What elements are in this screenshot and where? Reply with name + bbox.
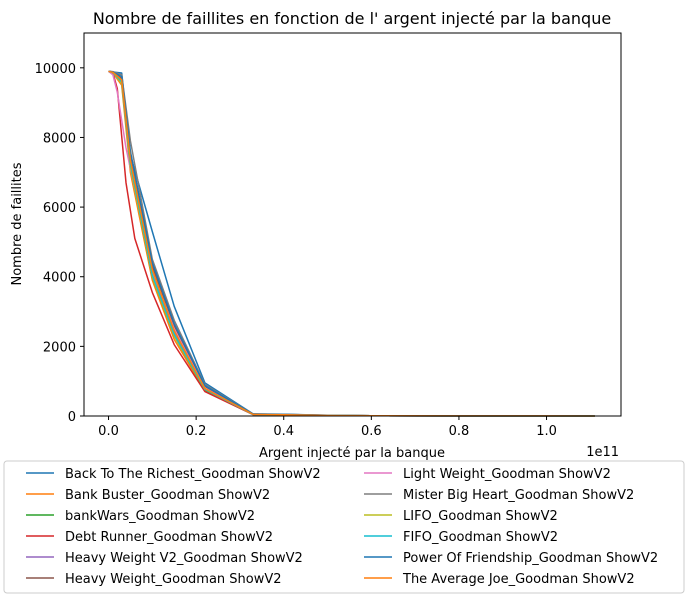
series-line-5 <box>108 70 595 417</box>
series-line-8 <box>108 70 595 417</box>
series-line-7 <box>108 70 595 417</box>
x-tick-label: 0.0 <box>98 424 119 439</box>
plot-frame <box>83 32 622 417</box>
x-axis: 0.0 0.2 0.4 0.6 0.8 1.0 <box>98 416 557 439</box>
legend-item-label: LIFO_Goodman ShowV2 <box>403 509 558 524</box>
legend-item-label: Debt Runner_Goodman ShowV2 <box>65 530 273 545</box>
series-line-11 <box>108 70 595 417</box>
legend-item-label: Light Weight_Goodman ShowV2 <box>403 467 611 482</box>
y-tick-label: 0 <box>68 410 76 425</box>
series-line-10 <box>108 70 595 417</box>
y-axis-label: Nombre de faillites <box>10 162 25 285</box>
legend-frame <box>3 460 685 594</box>
series-line-0 <box>108 70 595 417</box>
legend-item-label: Back To The Richest_Goodman ShowV2 <box>65 467 321 482</box>
legend-item-label: Heavy Weight V2_Goodman ShowV2 <box>65 551 303 566</box>
series-line-2 <box>108 70 595 417</box>
y-tick-label: 6000 <box>43 201 76 216</box>
series-line-3 <box>108 70 595 417</box>
x-tick-label: 1.0 <box>536 424 557 439</box>
series-line-1 <box>108 70 595 417</box>
legend-item-label: Power Of Friendship_Goodman ShowV2 <box>403 551 658 566</box>
legend-item-label: FIFO_Goodman ShowV2 <box>403 530 558 545</box>
x-tick-label: 0.2 <box>186 424 207 439</box>
y-tick-label: 2000 <box>43 340 76 355</box>
legend-item-label: Heavy Weight_Goodman ShowV2 <box>65 572 282 587</box>
y-tick-label: 4000 <box>43 271 76 286</box>
x-tick-label: 0.8 <box>449 424 470 439</box>
series-line-4 <box>108 70 595 417</box>
x-tick-label: 0.4 <box>273 424 294 439</box>
legend: Back To The Richest_Goodman ShowV2 Bank B… <box>3 460 685 594</box>
series-line-6 <box>108 70 595 417</box>
x-axis-offset-label: 1e11 <box>586 445 619 460</box>
legend-item-label: Bank Buster_Goodman ShowV2 <box>65 488 270 503</box>
y-axis: 0 2000 4000 6000 8000 10000 <box>35 62 84 425</box>
y-tick-label: 10000 <box>35 62 76 77</box>
legend-item-label: Mister Big Heart_Goodman ShowV2 <box>403 488 634 503</box>
series-layer <box>108 70 595 417</box>
x-axis-label: Argent injecté par la banque <box>259 446 445 461</box>
legend-item-label: The Average Joe_Goodman ShowV2 <box>402 572 635 587</box>
legend-item-label: bankWars_Goodman ShowV2 <box>65 509 255 524</box>
chart-title: Nombre de faillites en fonction de l' ar… <box>93 9 611 28</box>
series-line-9 <box>108 70 595 417</box>
y-tick-label: 8000 <box>43 131 76 146</box>
x-tick-label: 0.6 <box>361 424 382 439</box>
